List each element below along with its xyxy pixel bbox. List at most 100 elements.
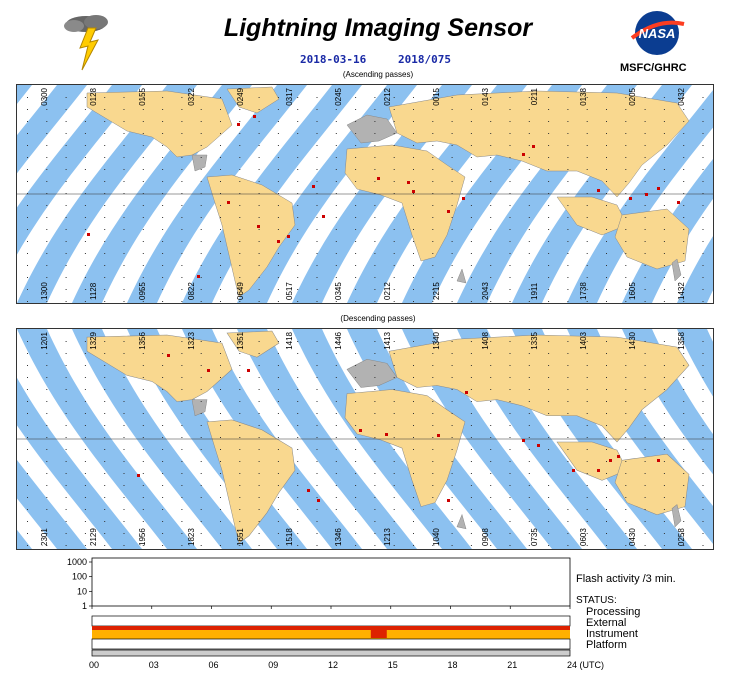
grid-dot [606,377,607,378]
grid-dot [644,253,646,254]
grid-dot [470,377,472,378]
grid-dot [200,377,202,378]
grid-dot [46,229,48,230]
grid-dot [220,401,221,402]
grid-dot [258,389,260,390]
continent-shape [344,144,466,262]
descending-caption: (Descending passes) [340,314,416,323]
grid-dot [27,461,28,462]
grid-dot [470,109,472,110]
grid-dot [200,521,202,522]
grid-dot [470,193,472,194]
grid-dot [432,205,434,206]
grid-dot [142,365,144,366]
continent-shape [671,504,682,528]
grid-dot [123,413,125,414]
pass-time-label: 1408 [481,331,490,349]
grid-dot [46,133,48,134]
grid-dot [586,449,588,450]
grid-dot [374,181,376,182]
grid-dot [663,241,665,242]
org-label: MSFC/GHRC [620,62,687,74]
grid-dot [470,473,472,474]
grid-dot [548,437,550,438]
grid-dot [663,437,665,438]
grid-dot [200,425,202,426]
grid-dot [104,473,106,474]
grid-dot [316,449,318,450]
grid-dot [104,509,106,510]
grid-dot [374,521,376,522]
grid-dot [548,109,550,110]
grid-dot [528,229,530,230]
grid-dot [123,461,125,462]
grid-dot [46,509,48,510]
grid-dot [200,509,202,510]
x-tick-label: 00 [89,660,99,670]
grid-dot [277,389,279,390]
grid-dot [162,133,164,134]
grid-dot [142,473,144,474]
grid-dot [200,133,202,134]
grid-dot [46,413,48,414]
lightning-flash-marker [167,354,170,357]
grid-dot [335,509,337,510]
grid-dot [277,473,279,474]
grid-dot [683,133,685,134]
grid-dot [27,425,28,426]
grid-dot [451,157,453,158]
grid-dot [200,169,202,170]
grid-dot [683,509,685,510]
grid-dot [200,265,202,266]
grid-dot [84,341,86,342]
grid-dot [84,253,86,254]
grid-dot [220,289,221,290]
grid-dot [355,437,357,438]
grid-dot [586,521,588,522]
grid-dot [702,241,704,242]
grid-dot [509,193,511,194]
grid-dot [374,485,376,486]
grid-dot [586,133,588,134]
grid-dot [162,217,164,218]
grid-dot [451,353,453,354]
grid-dot [277,265,279,266]
grid-dot [65,229,67,230]
grid-dot [683,121,685,122]
pass-time-label: 0735 [530,528,539,546]
grid-dot [123,497,125,498]
grid-dot [104,193,106,194]
grid-dot [142,241,144,242]
grid-dot [470,157,472,158]
grid-dot [625,413,627,414]
grid-dot [413,437,414,438]
grid-dot [644,265,646,266]
grid-dot [335,377,337,378]
grid-dot [200,449,202,450]
grid-dot [84,229,86,230]
grid-dot [413,461,414,462]
grid-dot [239,301,241,302]
grid-dot [567,485,569,486]
lightning-flash-marker [522,439,525,442]
grid-dot [702,193,704,194]
grid-dot [142,289,144,290]
grid-dot [65,473,67,474]
grid-dot [200,217,202,218]
grid-dot [316,509,318,510]
grid-dot [123,217,125,218]
grid-dot [162,277,164,278]
grid-dot [335,241,337,242]
grid-dot [586,145,588,146]
grid-dot [702,353,704,354]
grid-dot [606,533,607,534]
grid-dot [46,145,48,146]
grid-dot [335,353,337,354]
grid-dot [432,145,434,146]
grid-dot [470,253,472,254]
grid-dot [65,181,67,182]
grid-dot [625,301,627,302]
grid-dot [46,253,48,254]
grid-dot [181,497,183,498]
grid-dot [123,301,125,302]
